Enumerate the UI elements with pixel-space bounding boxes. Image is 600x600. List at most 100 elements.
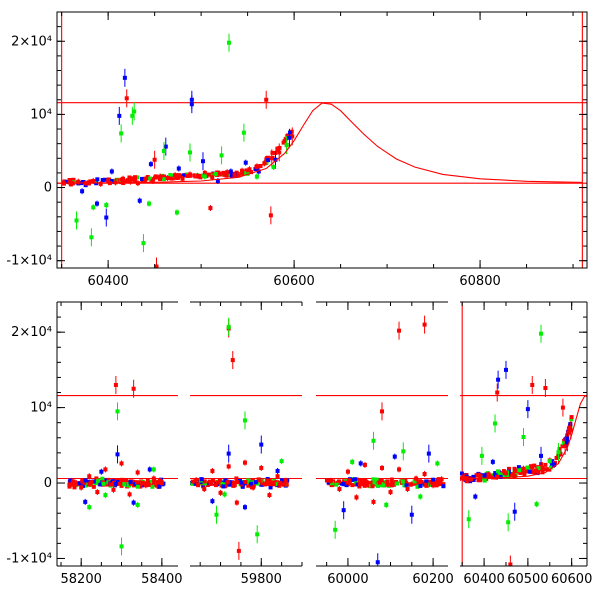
- top-blue-point: [94, 201, 99, 206]
- bottom-red-point: [91, 484, 96, 489]
- bottom-red-point: [552, 460, 557, 465]
- bottom-red-point: [208, 481, 213, 486]
- bottom-blue-point: [193, 481, 198, 486]
- top-green-point: [187, 150, 192, 155]
- top-panel: -1×10⁴ 0 10⁴ 2×10⁴ 60400 60600 60800: [6, 11, 588, 289]
- bottom-red-point: [508, 562, 513, 566]
- bottom-red-point: [568, 428, 573, 433]
- bottom-red-point: [215, 480, 220, 485]
- bottom-red-point: [554, 455, 559, 460]
- bottom-red-point: [408, 482, 413, 487]
- bottom-red-point: [214, 483, 219, 488]
- bottom-red-point: [560, 405, 565, 410]
- bottom-blue-point: [83, 478, 88, 483]
- bottom-red-point: [151, 476, 156, 481]
- top-red-point: [169, 176, 174, 181]
- top-red-point: [71, 177, 76, 182]
- top-green-point: [89, 235, 94, 240]
- bottom-xtick-label: 58200: [61, 572, 102, 587]
- bottom-red-point: [370, 484, 375, 489]
- bottom-red-point: [380, 409, 384, 414]
- bottom-red-point: [430, 480, 435, 485]
- top-green-point: [119, 131, 124, 136]
- top-blue-point: [273, 157, 278, 162]
- top-blue-point: [215, 178, 220, 183]
- bottom-green-point: [226, 324, 231, 329]
- bottom-green-point: [122, 482, 127, 487]
- bottom-red-point: [267, 493, 272, 498]
- bottom-red-point: [190, 479, 195, 484]
- bottom-blue-point: [552, 462, 557, 467]
- bottom-green-point: [517, 468, 522, 473]
- bottom-blue-point: [512, 509, 517, 514]
- top-green-point: [202, 174, 207, 179]
- bottom-blue-point: [210, 499, 215, 504]
- bottom-red-point: [242, 460, 247, 465]
- bottom-red-point: [138, 482, 143, 487]
- bottom-green-point: [150, 484, 155, 489]
- bottom-red-point: [534, 468, 539, 473]
- bottom-green-point: [501, 473, 506, 478]
- top-red-point: [152, 157, 157, 162]
- top-blue-point: [148, 162, 153, 167]
- top-blue-point: [64, 179, 69, 184]
- bottom-blue-point: [424, 479, 429, 484]
- top-green-point: [170, 173, 175, 178]
- bottom-blue-point: [496, 377, 501, 382]
- bottom-red-point: [405, 487, 410, 492]
- bottom-red-point: [89, 480, 94, 485]
- top-green-point: [104, 203, 109, 208]
- top-blue-point: [288, 130, 293, 135]
- bottom-green-point: [561, 441, 566, 446]
- bottom-ytick-label: 2×10⁴: [11, 325, 52, 340]
- bottom-red-point: [530, 382, 535, 387]
- bottom-green-point: [534, 502, 539, 507]
- bottom-red-point: [474, 473, 479, 478]
- top-green-point: [174, 210, 179, 215]
- bottom-blue-point: [426, 451, 431, 456]
- top-red-point: [127, 175, 132, 180]
- bottom-blue-point: [375, 560, 380, 565]
- bottom-green-point: [350, 459, 355, 464]
- top-red-point: [268, 213, 273, 218]
- bottom-red-point: [522, 471, 527, 476]
- bottom-red-point: [124, 477, 129, 482]
- bottom-blue-point: [226, 451, 231, 456]
- top-blue-point: [122, 75, 127, 80]
- bottom-blue-point: [341, 508, 346, 513]
- bottom-green-point: [539, 331, 544, 336]
- top-xtick-label: 60400: [87, 274, 128, 289]
- bottom-red-point: [262, 482, 267, 487]
- bottom-green-point: [329, 481, 334, 486]
- bottom-red-point: [103, 467, 108, 472]
- top-green-point: [214, 171, 219, 176]
- bottom-red-point: [113, 382, 118, 387]
- top-red-point: [124, 96, 129, 101]
- bottom-blue-point: [201, 484, 206, 489]
- top-red-point: [158, 174, 163, 179]
- bottom-green-point: [374, 477, 379, 482]
- bottom-red-point: [397, 467, 402, 472]
- bottom-blue-point: [113, 481, 118, 486]
- bottom-green-point: [547, 459, 552, 464]
- bottom-red-point: [390, 481, 395, 486]
- bottom-ytick-label: 10⁴: [30, 401, 52, 416]
- top-green-point: [91, 205, 96, 210]
- bottom-red-point: [414, 476, 419, 481]
- bottom-red-point: [265, 478, 270, 483]
- bottom-green-point: [482, 478, 487, 483]
- top-green-point: [130, 113, 135, 118]
- bottom-red-point: [235, 480, 240, 485]
- bottom-blue-point: [392, 454, 397, 459]
- bottom-red-point: [272, 482, 277, 487]
- bottom-blue-point: [83, 499, 88, 504]
- top-red-point: [282, 139, 287, 144]
- bottom-red-point: [211, 478, 216, 483]
- bottom-red-point: [543, 462, 548, 467]
- bottom-green-point: [242, 418, 247, 423]
- bottom-red-point: [563, 444, 568, 449]
- bottom-green-point: [569, 417, 574, 422]
- bottom-red-point: [112, 478, 117, 483]
- bottom-green-point: [556, 450, 561, 455]
- bottom-red-point: [225, 480, 230, 485]
